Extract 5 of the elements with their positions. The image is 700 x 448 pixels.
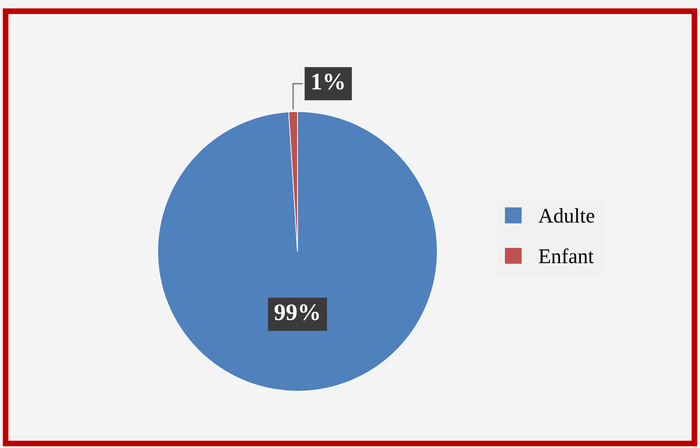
pie-slice — [157, 111, 438, 392]
data-label: 99% — [274, 304, 319, 320]
data-label: 1% — [312, 74, 344, 90]
legend-label: Enfant — [538, 248, 594, 264]
legend-label: Adulte — [538, 208, 594, 223]
